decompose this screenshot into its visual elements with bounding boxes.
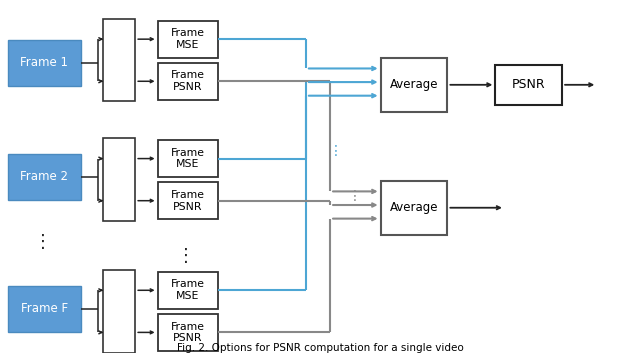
Bar (495, 65, 562, 105)
Text: PSNR: PSNR (512, 78, 545, 91)
Bar (157, 63, 218, 100)
Text: Frame 1: Frame 1 (20, 56, 68, 69)
Text: Frame
MSE: Frame MSE (171, 28, 205, 50)
Text: Frame
MSE: Frame MSE (171, 148, 205, 169)
Bar (157, 140, 218, 177)
Bar (8, 286, 81, 332)
Bar (103, 270, 135, 353)
Text: ⋮: ⋮ (329, 144, 343, 158)
Bar (157, 272, 218, 309)
Text: ⋮: ⋮ (177, 247, 195, 265)
Bar (8, 154, 81, 200)
Bar (103, 19, 135, 102)
Bar (381, 181, 447, 235)
Bar (103, 138, 135, 221)
Text: Frame F: Frame F (21, 302, 68, 315)
Text: Frame
MSE: Frame MSE (171, 279, 205, 301)
Text: Fig. 2. Options for PSNR computation for a single video: Fig. 2. Options for PSNR computation for… (177, 343, 463, 353)
Bar (157, 182, 218, 219)
Text: Frame 2: Frame 2 (20, 171, 68, 183)
Text: ⋮: ⋮ (348, 189, 362, 203)
Bar (381, 58, 447, 112)
Text: Frame
PSNR: Frame PSNR (171, 70, 205, 92)
Text: ⋮: ⋮ (34, 233, 52, 251)
Text: Average: Average (390, 201, 438, 214)
Bar (157, 21, 218, 58)
Text: Average: Average (390, 78, 438, 91)
Bar (157, 314, 218, 351)
Text: Frame
PSNR: Frame PSNR (171, 190, 205, 211)
Bar (8, 40, 81, 86)
Text: Frame
PSNR: Frame PSNR (171, 322, 205, 343)
